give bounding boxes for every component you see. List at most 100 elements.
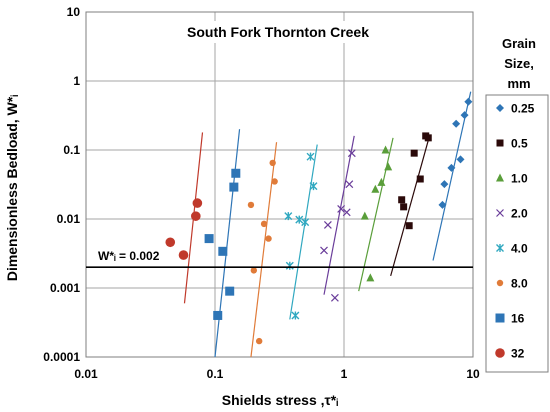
data-point	[424, 134, 432, 142]
x-tick-label: 0.01	[74, 367, 98, 381]
x-axis-label: Shields stress ,τ*ᵢ	[222, 392, 338, 408]
legend-entry-label: 32	[511, 347, 525, 361]
data-point	[192, 198, 203, 208]
data-point	[204, 234, 214, 244]
data-point	[371, 184, 380, 193]
legend-marker	[496, 173, 504, 182]
x-tick-label: 0.1	[207, 367, 224, 381]
legend-items: 0.25 0.5 1.0 2.0 4.0 8.0 16 32	[495, 102, 535, 361]
y-tick-label: 1	[73, 74, 80, 88]
fit-line	[432, 91, 472, 261]
fit-line	[323, 135, 355, 295]
data-point	[416, 175, 424, 183]
legend-marker	[495, 313, 505, 323]
legend-entry-label: 8.0	[511, 277, 528, 291]
fit-line	[390, 135, 431, 277]
data-points	[165, 97, 473, 345]
data-point	[218, 246, 228, 256]
y-tick-label: 0.0001	[43, 350, 80, 364]
data-point	[178, 250, 189, 260]
data-point	[255, 337, 263, 345]
x-tick-label: 1	[341, 367, 348, 381]
data-point	[265, 235, 272, 242]
data-point	[260, 220, 268, 228]
data-point	[384, 162, 393, 171]
legend-marker	[496, 279, 504, 287]
data-point	[347, 149, 356, 158]
data-point	[301, 218, 310, 227]
legend-entry-label: 4.0	[511, 242, 528, 256]
legend-marker	[496, 139, 504, 147]
legend-entry-label: 1.0	[511, 172, 528, 186]
x-axis-ticks: 0.01 0.1 1 10	[74, 367, 480, 381]
data-point	[405, 222, 413, 230]
data-point	[306, 152, 315, 161]
legend-title-line: mm	[507, 76, 530, 91]
legend-entry-label: 0.5	[511, 137, 528, 151]
data-point	[309, 182, 318, 191]
legend	[485, 94, 549, 373]
data-point	[323, 221, 332, 229]
data-point	[191, 211, 201, 221]
data-point	[400, 203, 408, 211]
data-point	[460, 111, 469, 120]
data-point	[291, 311, 300, 320]
data-point	[330, 293, 339, 302]
data-point	[452, 119, 461, 128]
data-point	[456, 155, 465, 164]
data-point	[285, 261, 294, 270]
data-point	[345, 180, 354, 189]
fit-line	[250, 142, 278, 358]
data-point	[410, 149, 418, 157]
data-point	[231, 168, 241, 178]
legend-entry-label: 2.0	[511, 207, 528, 221]
data-point	[213, 310, 223, 320]
data-point	[366, 273, 375, 282]
data-point	[247, 201, 255, 209]
data-point	[271, 178, 278, 185]
data-point	[440, 180, 449, 189]
y-tick-label: 0.001	[50, 281, 80, 295]
fit-line	[289, 144, 318, 320]
data-point	[447, 163, 456, 172]
y-axis-ticks: 0.0001 0.001 0.01 0.1 1 10	[43, 5, 80, 364]
data-point	[342, 208, 351, 217]
y-tick-label: 0.1	[63, 143, 80, 157]
y-tick-label: 10	[67, 5, 81, 19]
data-point	[165, 237, 176, 248]
data-point	[360, 211, 369, 220]
data-point	[377, 177, 386, 186]
plot-area	[85, 11, 474, 358]
data-point	[464, 97, 473, 106]
legend-marker	[495, 348, 505, 358]
legend-entry-label: 16	[511, 312, 525, 326]
data-point	[381, 145, 390, 154]
x-tick-label: 10	[466, 367, 480, 381]
legend-title: Grain Size, mm	[502, 36, 536, 91]
data-point	[250, 267, 258, 274]
legend-marker	[496, 209, 504, 217]
legend-entry-label: 0.25	[511, 102, 535, 116]
legend-title-line: Grain	[502, 36, 536, 51]
chart-title: South Fork Thornton Creek	[187, 24, 369, 40]
data-point	[398, 196, 406, 204]
data-point	[320, 246, 328, 255]
data-point	[225, 286, 235, 296]
y-axis-label: Dimensionless Bedload, W*ᵢ	[4, 95, 20, 281]
data-point	[337, 204, 346, 213]
legend-title-line: Size,	[504, 56, 534, 71]
reference-line-label: W*ᵢ = 0.002	[98, 249, 160, 263]
grid	[86, 12, 473, 357]
data-point	[284, 212, 293, 221]
data-point	[269, 159, 276, 167]
fit-line	[358, 137, 394, 292]
data-point	[438, 200, 447, 209]
data-point	[295, 215, 304, 224]
legend-marker	[496, 104, 504, 112]
legend-marker	[496, 244, 504, 252]
y-tick-label: 0.01	[57, 212, 81, 226]
title-background	[180, 21, 376, 43]
data-point	[229, 182, 239, 192]
